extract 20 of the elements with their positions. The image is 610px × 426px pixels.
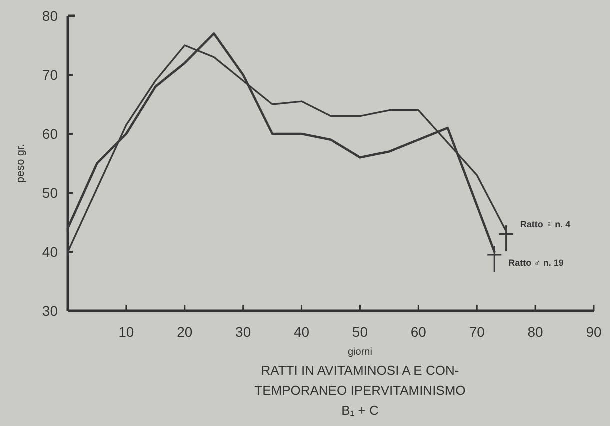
y-tick-label: 70 (42, 66, 58, 83)
y-tick-label: 30 (42, 302, 58, 319)
x-tick-label: 70 (469, 324, 486, 340)
x-tick-label: 80 (528, 324, 544, 340)
y-tick-label: 80 (42, 8, 58, 24)
x-tick-label: 20 (177, 324, 193, 340)
series-label: Ratto ♀ n. 4 (520, 219, 571, 230)
x-tick-label: 50 (352, 324, 368, 340)
y-axis-title: peso gr. (15, 144, 27, 184)
x-axis-title: giorni (348, 347, 372, 358)
series-label: Ratto ♂ n. 19 (508, 258, 564, 268)
y-tick-label: 50 (42, 184, 58, 201)
y-tick-label: 40 (42, 244, 58, 260)
x-tick-label: 90 (586, 324, 602, 340)
x-tick-label: 10 (118, 324, 134, 340)
x-tick-label: 40 (294, 324, 310, 340)
y-tick-label: 60 (42, 126, 58, 142)
text: RATTI IN AVITAMINOSI A E CON- TEMPORANEO IPERVITAMINISMO B₁ + C (254, 363, 466, 418)
x-tick-label: 60 (410, 324, 427, 340)
x-tick-label: 30 (236, 324, 252, 340)
